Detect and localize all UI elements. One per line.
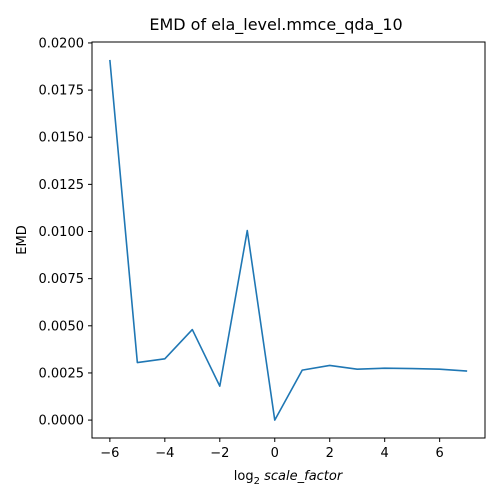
y-tick-label: 0.0200 bbox=[39, 36, 85, 51]
x-tick-label: −6 bbox=[100, 446, 119, 461]
y-tick-label: 0.0100 bbox=[39, 225, 85, 240]
x-tick-label: −2 bbox=[210, 446, 229, 461]
y-tick-label: 0.0025 bbox=[39, 366, 85, 381]
series-line-0 bbox=[109, 59, 468, 421]
y-tick-label: 0.0050 bbox=[39, 319, 85, 334]
plot-area: −6 −4 −2 0 2 4 6 0.0000 0.0025 0.0050 0.0075 0.0100… bbox=[39, 36, 486, 461]
x-axis-label: log2 scale_factor bbox=[234, 469, 344, 487]
y-axis-label: EMD bbox=[15, 225, 30, 254]
x-tick-label: 0 bbox=[271, 446, 279, 461]
x-tick-label: 2 bbox=[326, 446, 334, 461]
x-tick-label: −4 bbox=[155, 446, 174, 461]
y-tick-label: 0.0150 bbox=[39, 131, 85, 146]
y-tick-label: 0.0075 bbox=[39, 272, 85, 287]
x-tick-label: 4 bbox=[381, 446, 389, 461]
y-tick-label: 0.0125 bbox=[39, 178, 85, 193]
x-tick-label: 6 bbox=[436, 446, 444, 461]
y-tick-label: 0.0175 bbox=[39, 84, 85, 99]
chart-title: EMD of ela_level.mmce_qda_10 bbox=[149, 15, 402, 35]
y-tick-label: 0.0000 bbox=[39, 414, 85, 429]
plot-frame bbox=[91, 41, 486, 439]
